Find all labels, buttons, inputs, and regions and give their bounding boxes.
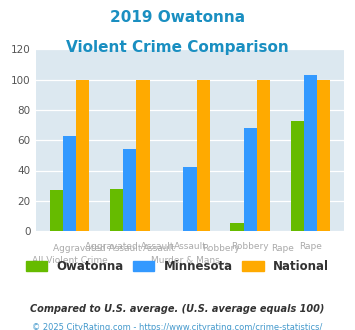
Bar bbox=[304, 75, 317, 231]
Text: Assault: Assault bbox=[174, 242, 206, 251]
Bar bbox=[317, 80, 330, 231]
Text: Rape: Rape bbox=[271, 244, 294, 253]
Bar bbox=[110, 189, 123, 231]
Bar bbox=[76, 80, 89, 231]
Text: Robbery: Robbery bbox=[202, 244, 240, 253]
Text: All Violent Crime: All Violent Crime bbox=[32, 256, 107, 265]
Bar bbox=[50, 190, 63, 231]
Text: Violent Crime Comparison: Violent Crime Comparison bbox=[66, 40, 289, 54]
Bar bbox=[290, 120, 304, 231]
Bar bbox=[257, 80, 270, 231]
Text: Compared to U.S. average. (U.S. average equals 100): Compared to U.S. average. (U.S. average … bbox=[30, 304, 325, 314]
Text: Murder & Mans...: Murder & Mans... bbox=[151, 256, 229, 265]
Text: 2019 Owatonna: 2019 Owatonna bbox=[110, 10, 245, 25]
Bar bbox=[136, 80, 149, 231]
Text: Robbery: Robbery bbox=[231, 242, 269, 251]
Text: © 2025 CityRating.com - https://www.cityrating.com/crime-statistics/: © 2025 CityRating.com - https://www.city… bbox=[32, 323, 323, 330]
Legend: Owatonna, Minnesota, National: Owatonna, Minnesota, National bbox=[21, 255, 334, 278]
Text: Aggravated Assault: Aggravated Assault bbox=[53, 244, 142, 253]
Bar bbox=[63, 136, 76, 231]
Bar bbox=[197, 80, 210, 231]
Text: Rape: Rape bbox=[299, 242, 322, 251]
Bar bbox=[183, 167, 197, 231]
Bar bbox=[230, 223, 244, 231]
Bar bbox=[123, 149, 136, 231]
Text: Assault: Assault bbox=[143, 244, 175, 253]
Text: Aggravated Assault: Aggravated Assault bbox=[86, 242, 174, 251]
Bar bbox=[244, 128, 257, 231]
